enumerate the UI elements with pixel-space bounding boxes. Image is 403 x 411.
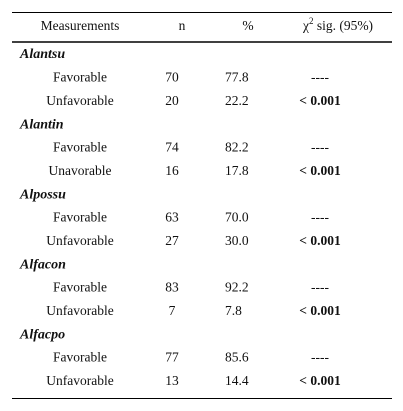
row-percent: 7.8 bbox=[225, 303, 242, 318]
row-label: Favorable bbox=[53, 210, 107, 225]
row-label: Favorable bbox=[53, 69, 107, 84]
header-n: n bbox=[179, 18, 186, 33]
row-n: 83 bbox=[165, 280, 179, 295]
header-percent: % bbox=[242, 18, 253, 33]
row-label: Favorable bbox=[53, 350, 107, 365]
row-percent: 77.8 bbox=[225, 69, 249, 84]
row-label: Unfavorable bbox=[46, 93, 113, 108]
row-sig: < 0.001 bbox=[299, 93, 341, 108]
row-percent: 92.2 bbox=[225, 280, 249, 295]
row-label: Unfavorable bbox=[46, 233, 113, 248]
row-label: Favorable bbox=[53, 280, 107, 295]
row-n: 7 bbox=[169, 303, 176, 318]
row-percent: 22.2 bbox=[225, 93, 249, 108]
row-percent: 82.2 bbox=[225, 139, 249, 154]
row-sig: ---- bbox=[311, 280, 329, 295]
row-percent: 85.6 bbox=[225, 350, 249, 365]
row-sig: < 0.001 bbox=[299, 303, 341, 318]
row-label: Unfavorable bbox=[46, 303, 113, 318]
row-n: 77 bbox=[165, 350, 179, 365]
row-label: Favorable bbox=[53, 139, 107, 154]
row-label: Unavorable bbox=[49, 163, 112, 178]
row-sig: < 0.001 bbox=[299, 373, 341, 388]
row-n: 70 bbox=[165, 69, 179, 84]
chi: χ bbox=[302, 18, 309, 33]
row-sig: ---- bbox=[311, 350, 329, 365]
row-sig: ---- bbox=[311, 139, 329, 154]
header-sig: χ2 sig. (95%) bbox=[302, 16, 373, 33]
group-name: Alfacpo bbox=[19, 327, 65, 342]
row-sig: < 0.001 bbox=[299, 233, 341, 248]
row-n: 16 bbox=[165, 163, 179, 178]
row-n: 13 bbox=[165, 373, 179, 388]
row-label: Unfavorable bbox=[46, 373, 113, 388]
row-n: 27 bbox=[165, 233, 179, 248]
sig-rest: sig. (95%) bbox=[313, 18, 373, 33]
row-n: 20 bbox=[165, 93, 179, 108]
group-name: Alantin bbox=[19, 117, 64, 132]
group-name: Alpossu bbox=[19, 187, 66, 202]
row-sig: ---- bbox=[311, 210, 329, 225]
row-percent: 17.8 bbox=[225, 163, 249, 178]
header-measurements: Measurements bbox=[41, 18, 120, 33]
row-percent: 14.4 bbox=[225, 373, 249, 388]
sup: 2 bbox=[309, 16, 314, 26]
row-percent: 70.0 bbox=[225, 210, 249, 225]
row-sig: ---- bbox=[311, 69, 329, 84]
row-sig: < 0.001 bbox=[299, 163, 341, 178]
row-n: 63 bbox=[165, 210, 179, 225]
group-name: Alantsu bbox=[19, 47, 65, 62]
row-percent: 30.0 bbox=[225, 233, 249, 248]
row-n: 74 bbox=[165, 139, 179, 154]
group-name: Alfacon bbox=[19, 257, 66, 272]
